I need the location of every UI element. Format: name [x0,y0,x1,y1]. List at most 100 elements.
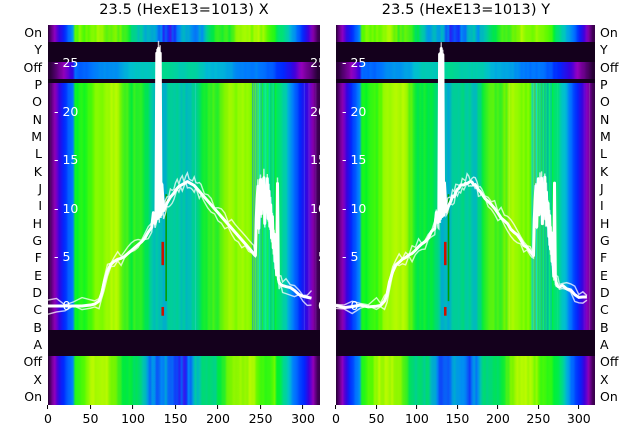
x-tick-250: 250 [526,405,550,426]
heatmap-band [48,25,320,42]
x-tick-200: 200 [486,405,510,426]
x-tick-150: 150 [163,405,188,426]
category-tick-m-6: M [31,128,42,144]
y-tick-left-20: - 20 [54,103,79,119]
x-tick-100: 100 [121,405,145,426]
x-tick-label: 50 [82,411,99,426]
x-tick-label: 300 [566,411,591,426]
x-tick-label: 200 [206,411,230,426]
y-tick-left-0: - 0 [54,297,71,313]
category-tick-i-10: I [600,198,604,214]
heatmap-band [336,25,595,42]
category-tick-g-12: G [600,232,610,248]
y-tick-right-5: 5 [318,251,320,264]
x-tick-mark [537,405,539,409]
category-tick-x-20: X [600,371,609,387]
panel-title-left: 23.5 (HexE13=1013) X [99,2,269,18]
category-tick-p-3: P [34,76,42,92]
category-tick-d-15: D [600,284,610,300]
trace-overlay [336,42,588,316]
category-tick-c-16: C [33,302,42,318]
category-ticks-left: On Y Off P O N M L K J I H G F E D C B A Off X On [2,25,42,405]
y-tick-right-0: 0 [318,299,320,313]
y-tick-left-5: - 5 [54,249,71,265]
y-tick-left-20: - 20 [342,103,367,119]
y-tick-left-0: - 0 [342,297,359,313]
heatmap-gap [48,330,320,356]
category-tick-on-0: On [600,24,618,40]
heatmap-gap [336,330,595,356]
category-tick-x-20: X [33,371,42,387]
x-tick-250: 250 [249,405,272,426]
amplitude-trace-overlay [48,40,313,306]
x-tick-label: 100 [121,411,145,426]
category-tick-o-4: O [32,94,42,110]
x-tick-label: 0 [332,411,340,426]
heatmap-band [48,62,320,79]
x-tick-300: 300 [291,405,315,426]
x-tick-mark [90,405,91,409]
category-tick-e-14: E [600,267,608,283]
x-tick-label: 50 [368,411,385,426]
x-tick-mark [259,405,261,409]
x-tick-label: 150 [163,411,188,426]
category-tick-f-13: F [600,250,608,266]
heatmap-panel-y[interactable]: - 25 - 20 - 15 - 10 - 5 - 0 [336,25,595,405]
y-tick-left-10: - 10 [54,200,79,216]
category-tick-n-5: N [600,111,610,127]
x-tick-mark [375,405,377,409]
spike-cluster [336,83,595,330]
trace-overlay [48,40,313,316]
category-ticks-right: On Y Off P O N M L K J I H G F E D C B A Off X On [600,25,640,405]
heatmap-band [48,356,320,405]
x-tick-mark [497,405,499,409]
heatmap-gap [336,79,595,83]
category-tick-i-10: I [38,198,42,214]
x-tick-label: 150 [445,411,470,426]
x-axis-left: 0 50 100 150 200 250 300 [44,405,320,437]
category-tick-b-17: B [33,319,42,335]
x-tick-300: 300 [567,405,591,426]
x-tick-mark [47,405,49,409]
y-tick-right-25: 25 [310,54,320,70]
y-tick-right-20: 20 [310,103,320,119]
x-tick-50: 50 [368,405,385,426]
category-tick-m-6: M [600,128,611,144]
category-tick-on-21: On [24,388,42,404]
x-tick-mark [174,405,176,409]
category-tick-f-13: F [34,250,42,266]
category-tick-j-9: J [600,180,604,196]
category-tick-h-11: H [600,215,610,231]
y-tick-left-5: - 5 [342,249,359,265]
x-tick-mark [416,405,418,409]
category-tick-j-9: J [38,180,42,196]
amplitude-trace [48,46,312,308]
x-tick-mark [335,405,337,409]
x-tick-200: 200 [206,405,230,426]
category-tick-d-15: D [32,284,42,300]
heatmap-gap [336,42,595,62]
category-tick-k-8: K [600,163,609,179]
x-tick-0: 0 [44,405,52,426]
x-tick-label: 300 [291,411,315,426]
panel-title-right: 23.5 (HexE13=1013) Y [381,2,551,18]
category-tick-a-18: A [600,336,609,352]
category-tick-h-11: H [32,215,42,231]
x-tick-label: 200 [485,411,510,426]
amplitude-trace-overlay [336,56,588,315]
y-tick-left-25: - 25 [54,54,79,70]
heatmap-panel-x[interactable]: - 25 25 - 20 20 - 15 15 - 10 10 - 5 5 - 0 0 [48,25,320,405]
category-tick-c-16: C [600,302,609,318]
amplitude-trace-overlay [336,42,588,306]
y-tick-left-25: - 25 [342,54,367,70]
y-tick-right-15: 15 [310,151,320,167]
x-tick-0: 0 [332,405,340,426]
x-tick-mark [578,405,580,409]
y-tick-left-10: - 10 [342,200,367,216]
x-tick-50: 50 [82,405,99,426]
x-tick-label: 100 [405,411,429,426]
category-tick-p-3: P [600,76,608,92]
category-tick-g-12: G [32,232,42,248]
x-tick-label: 250 [526,411,551,426]
